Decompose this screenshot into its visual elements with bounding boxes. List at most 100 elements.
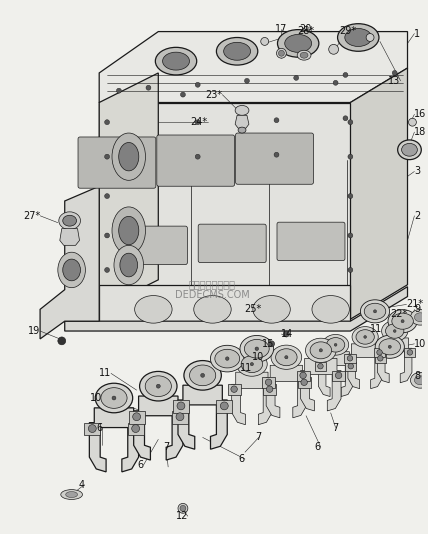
Circle shape <box>343 116 348 121</box>
Ellipse shape <box>135 295 172 323</box>
Ellipse shape <box>120 253 138 277</box>
Ellipse shape <box>360 300 389 323</box>
Ellipse shape <box>194 295 231 323</box>
Polygon shape <box>99 73 158 309</box>
Circle shape <box>319 349 322 352</box>
Circle shape <box>180 505 186 511</box>
Ellipse shape <box>163 52 190 70</box>
Polygon shape <box>375 354 386 363</box>
Circle shape <box>401 320 404 323</box>
Ellipse shape <box>217 37 258 65</box>
Text: 29*: 29* <box>339 26 356 36</box>
Circle shape <box>347 356 353 361</box>
Ellipse shape <box>392 313 413 329</box>
Circle shape <box>231 386 238 392</box>
Polygon shape <box>217 400 232 413</box>
Polygon shape <box>377 338 412 383</box>
Circle shape <box>333 80 338 85</box>
Polygon shape <box>374 348 385 357</box>
Circle shape <box>265 379 272 386</box>
Polygon shape <box>345 362 356 371</box>
Circle shape <box>201 373 205 378</box>
Text: 11: 11 <box>240 364 252 373</box>
Polygon shape <box>99 285 351 324</box>
Text: 17: 17 <box>275 23 288 34</box>
Text: 22*: 22* <box>390 309 407 319</box>
Polygon shape <box>348 344 382 389</box>
FancyBboxPatch shape <box>78 137 156 188</box>
Circle shape <box>377 350 382 355</box>
Polygon shape <box>300 358 341 411</box>
Polygon shape <box>266 365 306 418</box>
Text: 20: 20 <box>300 23 312 34</box>
Circle shape <box>374 310 377 313</box>
Polygon shape <box>40 186 99 339</box>
Circle shape <box>244 78 250 83</box>
Ellipse shape <box>312 295 349 323</box>
Polygon shape <box>228 384 241 395</box>
Text: 12: 12 <box>175 511 188 521</box>
Circle shape <box>176 413 184 421</box>
Circle shape <box>178 504 188 513</box>
Text: 8: 8 <box>414 371 421 381</box>
Circle shape <box>285 356 288 359</box>
Ellipse shape <box>101 388 127 409</box>
Polygon shape <box>99 32 407 103</box>
Ellipse shape <box>66 492 77 498</box>
Ellipse shape <box>327 337 345 352</box>
Ellipse shape <box>352 327 378 347</box>
FancyBboxPatch shape <box>198 224 266 263</box>
Text: 10: 10 <box>414 339 427 349</box>
Circle shape <box>132 425 140 433</box>
Ellipse shape <box>119 143 139 171</box>
Circle shape <box>104 154 110 159</box>
Circle shape <box>146 85 151 90</box>
Ellipse shape <box>240 335 273 362</box>
Circle shape <box>226 357 229 360</box>
Circle shape <box>348 364 354 369</box>
Circle shape <box>283 331 289 337</box>
Ellipse shape <box>323 334 349 355</box>
Text: 19: 19 <box>28 326 40 336</box>
Circle shape <box>393 329 396 332</box>
Circle shape <box>408 118 416 126</box>
Text: 15: 15 <box>262 339 274 349</box>
Ellipse shape <box>300 52 308 58</box>
Polygon shape <box>84 422 100 435</box>
Polygon shape <box>345 354 356 363</box>
Polygon shape <box>60 229 80 245</box>
Text: 24*: 24* <box>190 117 208 127</box>
Text: 14: 14 <box>282 329 294 339</box>
Ellipse shape <box>356 329 374 344</box>
Circle shape <box>177 402 185 410</box>
Ellipse shape <box>184 360 221 390</box>
Circle shape <box>104 120 110 124</box>
Circle shape <box>364 335 366 339</box>
Polygon shape <box>128 422 143 435</box>
Circle shape <box>276 48 286 58</box>
Ellipse shape <box>338 23 379 51</box>
Text: 1: 1 <box>414 28 421 38</box>
Polygon shape <box>332 371 345 381</box>
Ellipse shape <box>297 50 311 60</box>
Text: 25*: 25* <box>244 304 262 315</box>
Polygon shape <box>99 103 351 319</box>
Ellipse shape <box>235 105 249 115</box>
Polygon shape <box>178 385 227 449</box>
Circle shape <box>318 364 323 369</box>
Text: 3: 3 <box>414 167 421 176</box>
Text: 23*: 23* <box>205 90 222 100</box>
Ellipse shape <box>112 133 146 180</box>
Circle shape <box>156 384 160 388</box>
FancyBboxPatch shape <box>119 226 187 264</box>
Text: 21*: 21* <box>407 300 424 309</box>
Circle shape <box>348 194 353 199</box>
Ellipse shape <box>253 295 290 323</box>
Circle shape <box>220 402 228 410</box>
Circle shape <box>116 88 122 93</box>
Text: 2: 2 <box>414 211 421 221</box>
Circle shape <box>181 92 185 97</box>
Ellipse shape <box>114 245 143 285</box>
Polygon shape <box>315 362 326 371</box>
Polygon shape <box>134 396 183 460</box>
